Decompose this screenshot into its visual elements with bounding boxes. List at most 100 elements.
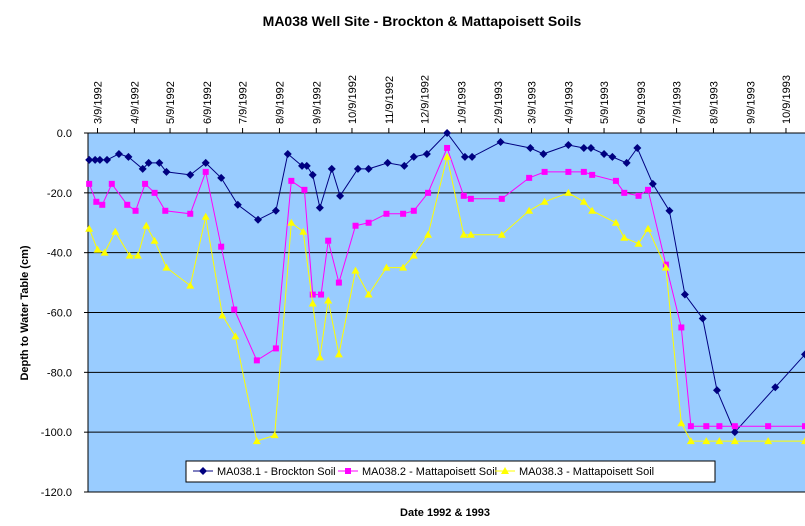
data-point-square [288,177,295,184]
data-point-square [132,207,139,214]
series-line-3 [88,156,805,442]
data-point-diamond [162,167,171,176]
x-tick-label: 3/9/1993 [527,81,539,124]
data-point-triangle [525,206,534,214]
legend-box [185,460,716,483]
data-point-triangle [125,251,134,259]
data-point-square [202,168,209,175]
data-point-diamond [283,149,292,158]
data-point-triangle [142,221,151,229]
data-point-triangle [111,227,120,235]
data-point-square [410,207,417,214]
data-point-square [318,291,325,298]
data-point-diamond [586,143,595,152]
data-point-diamond [665,206,674,215]
data-point-diamond [443,129,452,137]
data-point-diamond [383,158,392,167]
y-axis-title: Depth to Water Table (cm) [19,245,31,380]
data-point-diamond [327,164,336,173]
data-point-square [541,168,548,175]
data-point-square [400,210,407,217]
data-point-diamond [155,158,164,167]
data-point-triangle [564,188,573,196]
data-point-square [218,243,225,250]
data-point-diamond [103,155,112,164]
data-point-triangle [764,437,773,445]
legend-label-3: MA038.3 - Mattapoisett Soil [519,466,654,478]
data-point-square [802,423,805,430]
data-point-diamond [648,179,657,188]
x-tick-label: 12/9/1992 [420,75,432,124]
data-point-diamond [308,170,317,179]
data-point-square [108,180,115,187]
data-point-diamond [496,137,505,146]
gridlines [88,132,805,433]
data-point-square [383,210,390,217]
x-tick-label: 3/9/1992 [93,81,105,124]
x-tick-label: 6/9/1992 [202,81,214,124]
legend-marker-square [345,468,351,474]
data-point-triangle [459,230,468,238]
data-point-square [565,168,572,175]
data-point-diamond [298,161,307,170]
data-point-triangle [579,197,588,205]
data-point-diamond [254,215,263,224]
data-point-triangle [287,218,296,226]
data-point-square [467,195,474,202]
x-axis-title: Date 1992 & 1993 [400,507,490,519]
data-point-diamond [539,149,548,158]
data-point-square [621,189,628,196]
data-point-square [301,186,308,193]
data-point-triangle [677,419,686,427]
data-point-triangle [231,332,240,340]
data-point-square [253,357,260,364]
data-point-diamond [460,152,469,161]
data-point-diamond [409,152,418,161]
data-point-square [124,201,131,208]
data-point-triangle [186,281,195,289]
data-point-diamond [730,428,739,437]
data-point-diamond [600,149,609,158]
data-point-triangle [351,266,360,274]
data-point-diamond [422,149,431,158]
data-point-square [703,423,710,430]
data-point-diamond [622,158,631,167]
data-point-diamond [85,155,94,164]
data-point-square [187,210,194,217]
data-point-square [325,237,332,244]
data-point-diamond [579,143,588,152]
chart-title: MA038 Well Site - Brockton & Mattapoiset… [263,13,582,29]
legend-marker-diamond [199,467,207,475]
x-tick-label: 5/9/1993 [599,81,611,124]
data-point-triangle [270,431,279,439]
data-point-triangle [399,263,408,271]
data-point-triangle [382,263,391,271]
data-point-square [687,423,694,430]
data-point-square [444,144,451,151]
data-point-triangle [133,251,142,259]
series-3 [85,152,805,445]
data-point-triangle [334,350,343,358]
data-point-diamond [201,158,210,167]
data-point-diamond [608,152,617,161]
x-tick-label: 9/9/1993 [745,81,757,124]
data-point-square [612,177,619,184]
data-point-triangle [201,212,210,220]
data-point-square [352,222,359,229]
data-point-square [162,207,169,214]
data-point-triangle [85,224,94,232]
data-point-square [335,279,342,286]
x-tick-label: 5/9/1992 [165,81,177,124]
y-tick-label: 0.0 [57,128,72,140]
data-point-square [731,423,738,430]
data-point-triangle [497,230,506,238]
data-point-diamond [526,143,535,152]
data-point-triangle [702,437,711,445]
data-point-square [589,171,596,178]
x-tick-label: 1/9/1993 [456,81,468,124]
data-point-triangle [324,296,333,304]
data-point-square [365,219,372,226]
data-point-triangle [661,263,670,271]
data-point-diamond [633,143,642,152]
